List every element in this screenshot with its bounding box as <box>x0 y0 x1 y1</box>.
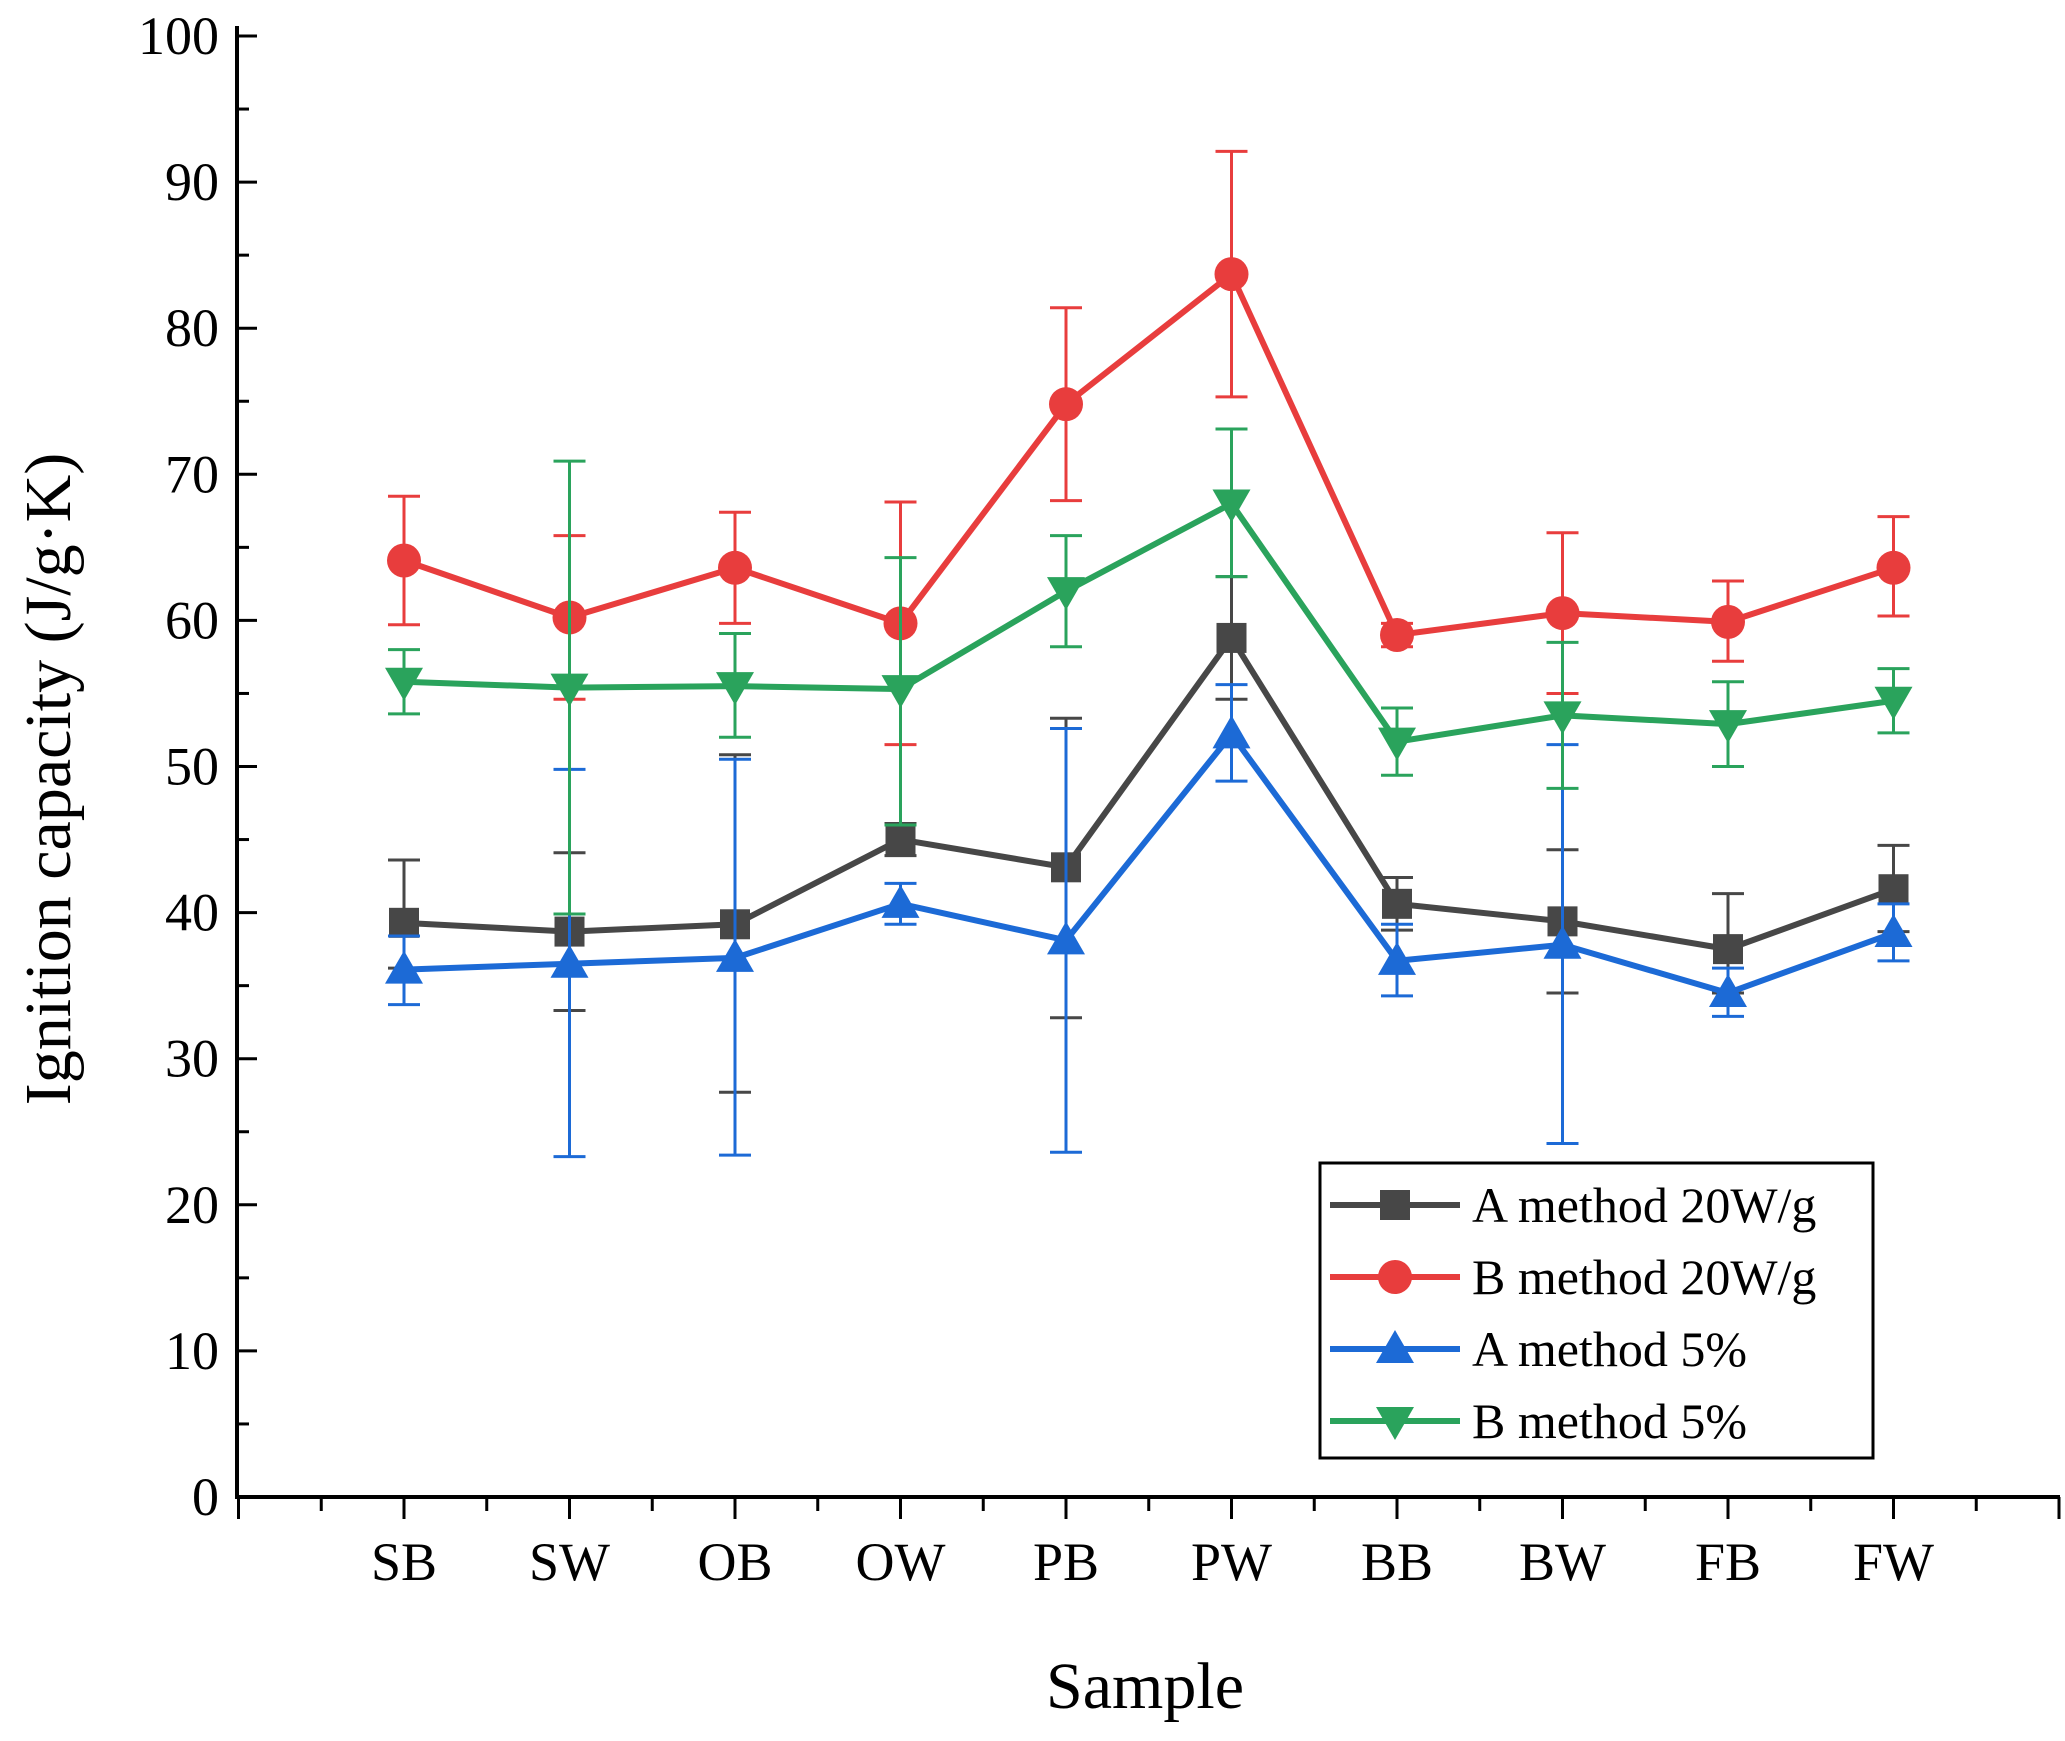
y-tick-label: 90 <box>165 152 219 212</box>
x-tick-label: FB <box>1695 1532 1761 1592</box>
series-2 <box>387 149 1911 747</box>
data-point <box>716 672 754 706</box>
data-point <box>1049 387 1083 422</box>
data-point <box>1713 934 1743 965</box>
data-point <box>385 950 423 984</box>
series-4 <box>385 427 1913 916</box>
legend-marker <box>1376 1407 1414 1440</box>
data-point <box>1212 489 1251 523</box>
y-tick-label: 30 <box>165 1029 219 1089</box>
y-axis-title: Ignition capacity (J/g·K) <box>12 453 85 1105</box>
data-point <box>1874 686 1913 720</box>
legend-label: B method 20W/g <box>1472 1249 1816 1305</box>
data-point <box>1047 921 1085 955</box>
y-tick-label: 10 <box>165 1321 219 1381</box>
series-line <box>403 731 1895 996</box>
legend-marker <box>1380 1190 1410 1220</box>
y-tick-label: 80 <box>165 298 219 358</box>
y-tick-label: 40 <box>165 883 219 943</box>
x-tick-label: PW <box>1191 1532 1272 1592</box>
data-point <box>1709 973 1747 1007</box>
data-point <box>387 543 421 578</box>
series-3 <box>385 683 1913 1159</box>
data-point <box>881 884 920 918</box>
data-point <box>881 675 920 709</box>
x-tick-label: BB <box>1361 1532 1433 1592</box>
series-line <box>403 271 1895 639</box>
y-tick-label: 60 <box>165 590 219 650</box>
data-point <box>1878 874 1909 905</box>
data-point <box>1874 914 1913 948</box>
data-point <box>716 938 754 972</box>
y-tick-label: 0 <box>192 1467 219 1527</box>
y-tick-label: 100 <box>138 6 219 66</box>
x-tick-label: SW <box>529 1532 610 1592</box>
data-point <box>550 944 589 978</box>
data-point <box>1212 715 1251 749</box>
x-tick-label: SB <box>371 1532 437 1592</box>
x-tick-label: OW <box>856 1532 946 1592</box>
legend-label: A method 20W/g <box>1472 1177 1816 1233</box>
axes: 0 10 20 30 40 50 60 70 80 90 100 SB SW OB OW PB PW BB BW FB… <box>138 6 2061 1592</box>
data-point <box>1378 727 1416 761</box>
data-point <box>1216 622 1247 653</box>
data-point <box>1876 550 1911 585</box>
legend-marker <box>1378 1260 1412 1294</box>
data-point <box>389 907 419 938</box>
data-point <box>1382 888 1412 919</box>
legend-marker <box>1376 1330 1414 1363</box>
data-point <box>1711 604 1745 639</box>
data-point <box>1047 577 1085 611</box>
x-tick-label: BW <box>1519 1532 1606 1592</box>
x-tick-label: OB <box>697 1532 772 1592</box>
x-tick-label: FW <box>1853 1532 1934 1592</box>
x-axis-title: Sample <box>1046 1650 1244 1723</box>
x-tick-label: PB <box>1033 1532 1099 1592</box>
legend-label: B method 5% <box>1472 1393 1747 1449</box>
series-line <box>403 500 1894 745</box>
data-point <box>1378 941 1416 975</box>
data-point <box>1545 596 1580 631</box>
data-point <box>885 824 916 855</box>
data-point <box>1709 710 1747 744</box>
data-point <box>550 673 589 707</box>
data-point <box>718 550 752 585</box>
legend-label: A method 5% <box>1472 1321 1747 1377</box>
y-tick-label: 20 <box>165 1175 219 1235</box>
series-line <box>403 634 1895 953</box>
data-point <box>1543 925 1582 959</box>
y-tick-label: 50 <box>165 737 219 797</box>
legend: A method 20W/g B method 20W/g A method 5% B… <box>1318 1161 1875 1460</box>
series-group <box>385 149 1913 1159</box>
data-point <box>1214 257 1249 292</box>
y-tick-label: 70 <box>165 444 219 504</box>
data-point <box>385 667 423 701</box>
data-point <box>1543 701 1582 735</box>
data-point <box>1380 618 1414 653</box>
